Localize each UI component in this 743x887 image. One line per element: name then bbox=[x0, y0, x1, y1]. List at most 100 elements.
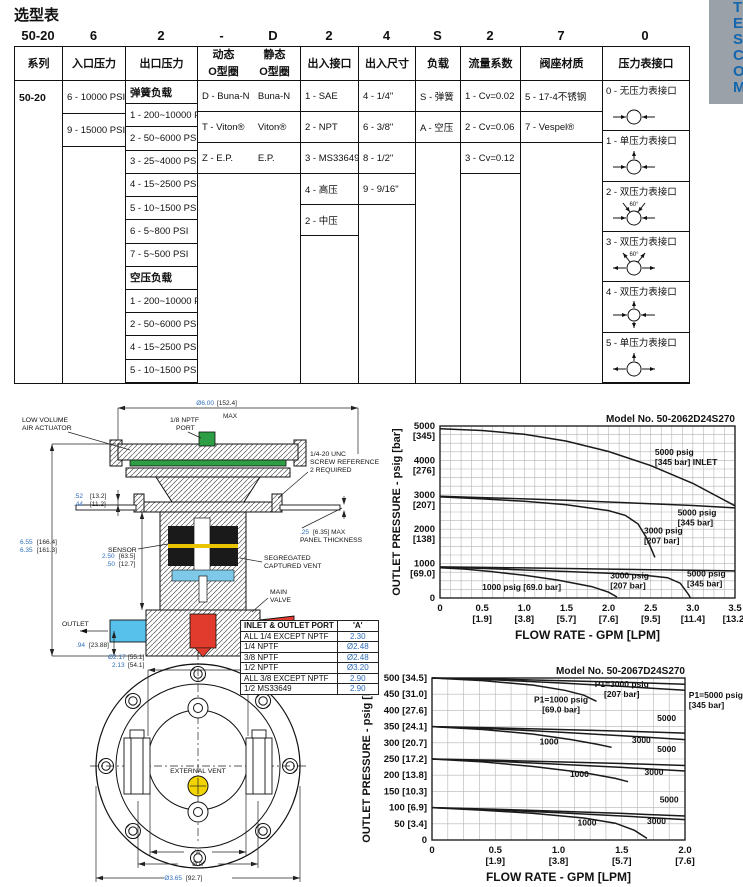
gauge-option: 2 - 双压力表接口 60° bbox=[603, 182, 689, 232]
option-cell: 2 - Cv=0.06 bbox=[461, 112, 520, 143]
svg-text:2.0: 2.0 bbox=[602, 603, 615, 614]
selector-column-5: 出入尺寸 4 - 1/4" 6 - 3/8" 8 - 1/2" 9 - 9/16" bbox=[359, 47, 416, 383]
selector-column-0: 系列 50-20 bbox=[15, 47, 63, 383]
option-cell: 1 - SAE bbox=[301, 81, 358, 112]
svg-text:[12.7]: [12.7] bbox=[119, 561, 135, 568]
svg-text:P1=3000 psig: P1=3000 psig bbox=[595, 679, 649, 689]
label-vent: SEGREGATED bbox=[264, 555, 311, 562]
svg-text:0.5: 0.5 bbox=[476, 603, 490, 614]
svg-text:FLOW RATE - GPM [LPM]: FLOW RATE - GPM [LPM] bbox=[515, 628, 660, 642]
dim-a: 'A' bbox=[195, 849, 202, 856]
svg-text:1000 psig [69.0 bar]: 1000 psig [69.0 bar] bbox=[482, 582, 561, 592]
svg-text:2.0: 2.0 bbox=[678, 845, 691, 856]
option-cell: 9 - 15000 PSI bbox=[63, 114, 125, 147]
svg-text:[1.9]: [1.9] bbox=[485, 856, 505, 867]
svg-text:PANEL THICKNESS: PANEL THICKNESS bbox=[300, 537, 363, 544]
svg-text:3.0: 3.0 bbox=[686, 603, 699, 614]
option-cell: 2 - 中压 bbox=[301, 205, 358, 236]
svg-text:[63.5]: [63.5] bbox=[119, 553, 135, 560]
model-code-1: 6 bbox=[89, 28, 98, 43]
option-cell: T - Viton® Viton® bbox=[198, 112, 300, 143]
model-code-2: 2 bbox=[157, 28, 165, 43]
svg-text:3000 psig: 3000 psig bbox=[644, 525, 683, 535]
svg-text:2 REQUIRED: 2 REQUIRED bbox=[310, 467, 352, 474]
svg-text:FLOW RATE - GPM [LPM]: FLOW RATE - GPM [LPM] bbox=[486, 870, 631, 884]
svg-text:[54.1]: [54.1] bbox=[128, 662, 144, 669]
svg-text:[11.2]: [11.2] bbox=[90, 501, 106, 508]
option-cell: A - 空压 bbox=[416, 112, 460, 143]
bottom-lug bbox=[187, 801, 209, 823]
option-cell: 50-20 bbox=[19, 91, 46, 104]
svg-text:400 [27.6]: 400 [27.6] bbox=[384, 705, 427, 716]
svg-text:5000 psig: 5000 psig bbox=[678, 507, 717, 517]
panel-plate bbox=[75, 504, 341, 511]
option-cell: 4 - 1/4" bbox=[359, 81, 415, 112]
svg-text:1.0: 1.0 bbox=[552, 845, 565, 856]
svg-text:AIR ACTUATOR: AIR ACTUATOR bbox=[22, 425, 72, 432]
option-cell: 7 - Vespel® bbox=[521, 112, 602, 143]
label-sensor: SENSOR bbox=[108, 547, 137, 554]
outlet-fitting bbox=[109, 619, 147, 643]
svg-text:5000: 5000 bbox=[657, 713, 676, 723]
svg-text:5000 psig: 5000 psig bbox=[655, 447, 694, 457]
label-nptf-port: 1/8 NPTF bbox=[170, 417, 199, 424]
svg-text:0: 0 bbox=[437, 603, 442, 614]
model-code-4: 2 bbox=[325, 28, 333, 43]
gauge-2-icon: 60° bbox=[613, 202, 655, 226]
label-outlet: OUTLET bbox=[62, 621, 89, 628]
stem bbox=[198, 575, 208, 603]
svg-text:[5.7]: [5.7] bbox=[612, 856, 632, 867]
bolts bbox=[98, 666, 298, 866]
selector-column-9: 压力表接口 0 - 无压力表接口 1 - 单压力表接口 2 - 双压力表接口 60° 3 … bbox=[603, 47, 689, 383]
option-cell: 8 - 1/2" bbox=[359, 143, 415, 174]
option-cell: 3 - MS33649 bbox=[301, 143, 358, 174]
svg-text:[207 bar]: [207 bar] bbox=[610, 581, 646, 591]
svg-text:250 [17.2]: 250 [17.2] bbox=[384, 754, 427, 765]
top-lug bbox=[187, 697, 209, 719]
svg-text:Model No. 50-2067D24S270: Model No. 50-2067D24S270 bbox=[556, 666, 685, 677]
svg-text:150 [10.3]: 150 [10.3] bbox=[384, 786, 427, 797]
port-table-row: 3/8 NPTF Ø2.48 bbox=[240, 651, 379, 663]
svg-text:[9.5]: [9.5] bbox=[641, 614, 661, 625]
series-500-set-P1-3000 bbox=[431, 677, 686, 692]
gauge-1-icon bbox=[613, 151, 655, 175]
svg-text:3000: 3000 bbox=[632, 735, 651, 745]
column-header: 系列 bbox=[15, 47, 62, 81]
svg-text:MAX: MAX bbox=[223, 413, 238, 420]
svg-text:[23.88]: [23.88] bbox=[89, 642, 109, 649]
svg-text:1.0: 1.0 bbox=[518, 603, 531, 614]
svg-text:[345]: [345] bbox=[413, 431, 435, 442]
label-main-valve: MAIN bbox=[270, 589, 287, 596]
svg-text:300 [20.7]: 300 [20.7] bbox=[384, 738, 427, 749]
series-250-set-P1-3000 bbox=[431, 758, 686, 772]
dim-top-dia: Ø6.00 bbox=[196, 400, 214, 407]
model-code-5: 4 bbox=[382, 28, 391, 43]
svg-text:6.35: 6.35 bbox=[20, 547, 33, 554]
svg-text:4000: 4000 bbox=[414, 455, 435, 466]
svg-text:60°: 60° bbox=[629, 252, 639, 258]
svg-text:3000 psig: 3000 psig bbox=[610, 571, 649, 581]
svg-text:500 [34.5]: 500 [34.5] bbox=[384, 673, 427, 684]
option-cell: 5 - 17-4不锈钢 bbox=[521, 81, 602, 112]
svg-text:[161.3]: [161.3] bbox=[37, 547, 57, 554]
label-screw-ref: 1/4-20 UNC bbox=[310, 451, 346, 458]
label-low-volume: LOW VOLUME bbox=[22, 417, 69, 424]
svg-text:.50: .50 bbox=[106, 561, 115, 568]
selector-columns: 系列 50-20 入口压力 6 - 10000 PSI 9 - 15000 PSI 出口压… bbox=[14, 46, 690, 384]
gauge-4-icon bbox=[613, 301, 655, 329]
option-cell: 2 - NPT bbox=[301, 112, 358, 143]
svg-text:5000: 5000 bbox=[414, 421, 435, 432]
series-100-set-P1-1000 bbox=[431, 806, 648, 840]
svg-text:[345 bar] INLET: [345 bar] INLET bbox=[655, 457, 718, 467]
svg-text:5000: 5000 bbox=[660, 794, 679, 804]
column-header: 出入接口 bbox=[301, 47, 358, 81]
svg-text:[11.4]: [11.4] bbox=[681, 614, 705, 625]
port-table-row: ALL 3/8 EXCEPT NPTF 2.90 bbox=[240, 672, 379, 684]
option-cell: 2 - 50~6000 PSI bbox=[126, 313, 197, 337]
series-3000-psig-low bbox=[439, 566, 691, 599]
svg-text:[7.6]: [7.6] bbox=[599, 614, 619, 625]
svg-text:3000: 3000 bbox=[645, 767, 664, 777]
svg-text:60°: 60° bbox=[629, 202, 639, 208]
svg-text:[13.2]: [13.2] bbox=[723, 614, 743, 625]
svg-text:[138]: [138] bbox=[413, 534, 435, 545]
